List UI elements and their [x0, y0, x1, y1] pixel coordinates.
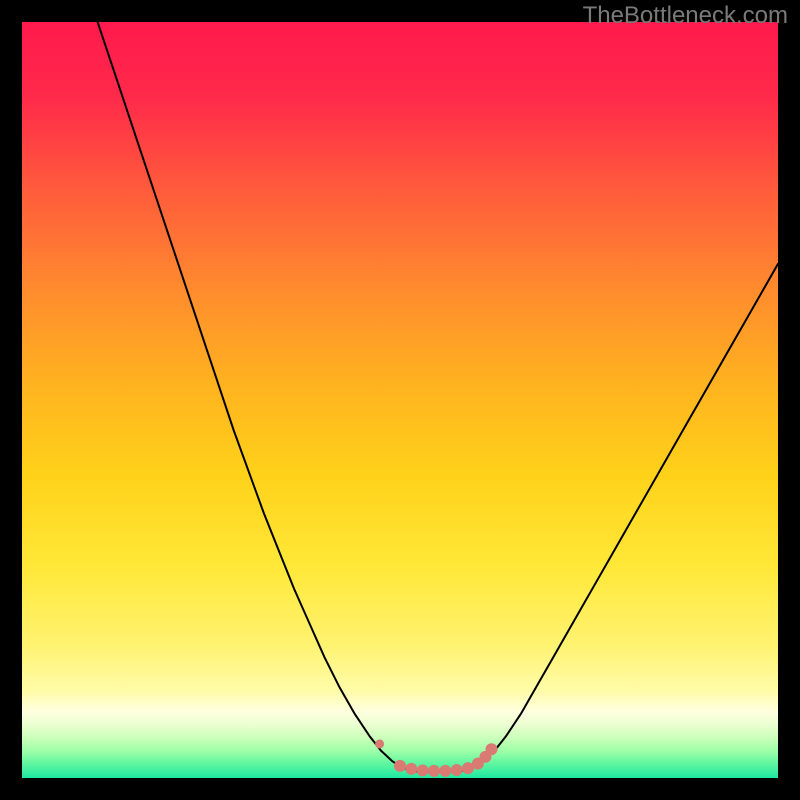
plot-area — [22, 22, 778, 778]
marker-dot — [394, 760, 406, 772]
marker-dot — [428, 765, 440, 777]
marker-dot — [485, 743, 497, 755]
marker-outlier — [375, 739, 384, 748]
marker-dot — [451, 764, 463, 776]
watermark-label: TheBottleneck.com — [583, 2, 788, 30]
marker-dot — [417, 764, 429, 776]
chart-svg — [22, 22, 778, 778]
marker-dot — [405, 763, 417, 775]
marker-dot — [439, 765, 451, 777]
